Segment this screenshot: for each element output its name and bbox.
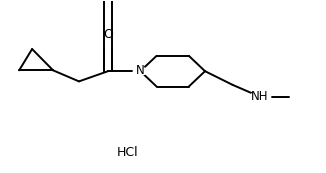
Text: O: O xyxy=(103,28,113,41)
Text: NH: NH xyxy=(251,90,269,103)
Text: HCl: HCl xyxy=(117,145,138,158)
Circle shape xyxy=(250,92,270,102)
Circle shape xyxy=(133,67,147,75)
Text: N: N xyxy=(136,64,145,77)
